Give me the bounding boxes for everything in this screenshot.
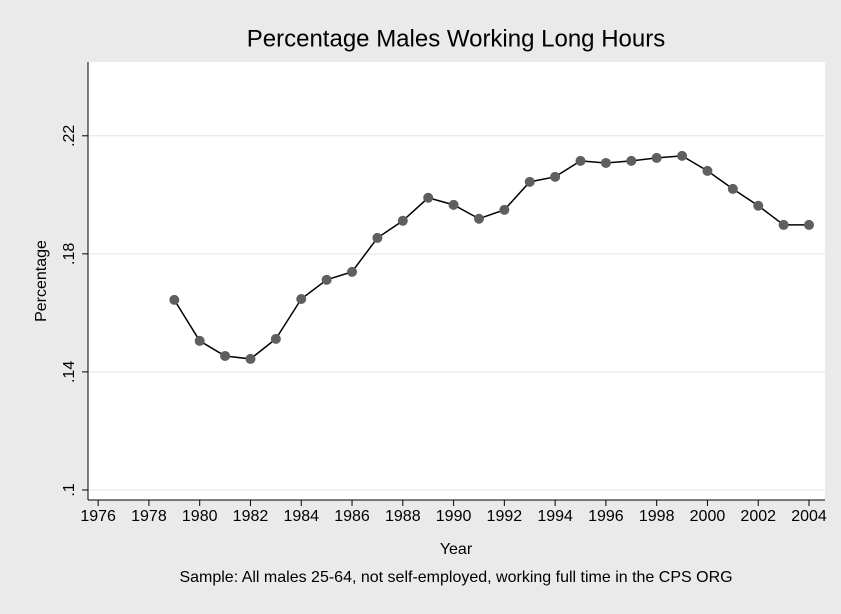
- marker: [677, 150, 688, 161]
- marker: [397, 215, 408, 226]
- x-tick-label: 1994: [537, 508, 573, 525]
- marker: [194, 335, 205, 346]
- chart-title: Percentage Males Working Long Hours: [247, 25, 665, 52]
- marker: [296, 294, 307, 305]
- x-tick-label: 1998: [639, 508, 675, 525]
- y-tick-label: .18: [61, 243, 78, 265]
- x-tick-label: 1978: [131, 508, 167, 525]
- x-tick-label: 1996: [588, 508, 624, 525]
- marker: [600, 157, 611, 168]
- y-tick-label: .14: [61, 361, 78, 383]
- marker: [753, 200, 764, 211]
- x-tick-label: 1976: [80, 508, 116, 525]
- marker: [702, 165, 713, 176]
- marker: [372, 232, 383, 243]
- marker: [550, 171, 561, 182]
- marker: [347, 266, 358, 277]
- x-tick-label: 1980: [182, 508, 218, 525]
- marker: [245, 353, 256, 364]
- x-tick-label: 1992: [487, 508, 523, 525]
- marker: [804, 219, 815, 230]
- marker: [778, 219, 789, 230]
- plot-area: [88, 62, 825, 500]
- marker: [423, 192, 434, 203]
- marker: [220, 350, 231, 361]
- marker: [473, 213, 484, 224]
- x-tick-label: 1990: [436, 508, 472, 525]
- marker: [651, 152, 662, 163]
- marker: [321, 274, 332, 285]
- y-tick-label: .22: [61, 125, 78, 147]
- marker: [575, 155, 586, 166]
- x-tick-label: 1982: [233, 508, 269, 525]
- marker: [727, 183, 738, 194]
- y-tick-label: .1: [61, 483, 78, 496]
- x-tick-label: 2000: [690, 508, 726, 525]
- x-axis-label: Year: [440, 541, 473, 558]
- marker: [499, 204, 510, 215]
- x-tick-label: 1986: [334, 508, 370, 525]
- marker: [448, 199, 459, 210]
- x-tick-label: 1988: [385, 508, 421, 525]
- x-tick-label: 2002: [740, 508, 776, 525]
- y-axis-label: Percentage: [33, 240, 50, 322]
- marker: [169, 294, 180, 305]
- marker: [270, 333, 281, 344]
- marker: [524, 176, 535, 187]
- marker: [626, 155, 637, 166]
- x-tick-label: 1984: [283, 508, 319, 525]
- x-tick-label: 2004: [791, 508, 827, 525]
- note: Sample: All males 25-64, not self-employ…: [179, 569, 732, 586]
